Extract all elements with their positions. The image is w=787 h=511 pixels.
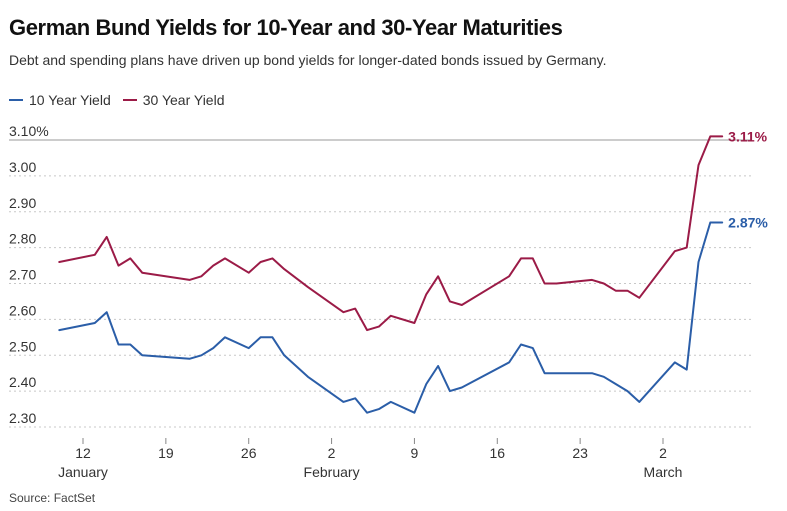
x-tick-label: 12 [75,445,91,461]
x-tick-label: 23 [572,445,588,461]
x-tick-label: 9 [411,445,419,461]
x-tick-label: 2 [328,445,336,461]
chart-legend: 10 Year Yield 30 Year Yield [9,92,237,108]
y-tick-label: 3.00 [9,159,36,175]
x-tick-label: 19 [158,445,174,461]
source-note: Source: FactSet [9,491,96,505]
y-tick-label: 2.70 [9,267,36,283]
legend-label-10-year: 10 Year Yield [29,92,111,108]
x-tick-label: 2 [659,445,667,461]
series-line-30-year [58,135,724,332]
legend-item-30-year: 30 Year Yield [122,92,225,108]
x-tick-label: 26 [241,445,257,461]
y-tick-label: 2.90 [9,195,36,211]
series-end-label: 2.87% [728,215,768,231]
chart-title: German Bund Yields for 10-Year and 30-Ye… [9,15,563,40]
legend-item-10-year: 10 Year Yield [9,92,111,108]
x-month-label: January [58,464,108,480]
y-tick-label: 2.60 [9,302,36,318]
legend-swatch-10-year [9,99,23,101]
chart-subtitle: Debt and spending plans have driven up b… [9,52,607,68]
y-tick-label: 2.50 [9,338,36,354]
legend-swatch-30-year [122,99,137,101]
x-month-label: February [304,464,360,480]
y-tick-label: 3.10% [9,123,49,139]
x-month-label: March [644,464,683,480]
y-tick-label: 2.40 [9,374,36,390]
legend-label-30-year: 30 Year Yield [142,92,225,108]
series-line-10-year [58,221,724,414]
series-end-label: 3.11% [728,128,767,144]
y-tick-label: 2.30 [9,410,36,426]
y-tick-label: 2.80 [9,231,36,247]
x-tick-label: 16 [489,445,505,461]
